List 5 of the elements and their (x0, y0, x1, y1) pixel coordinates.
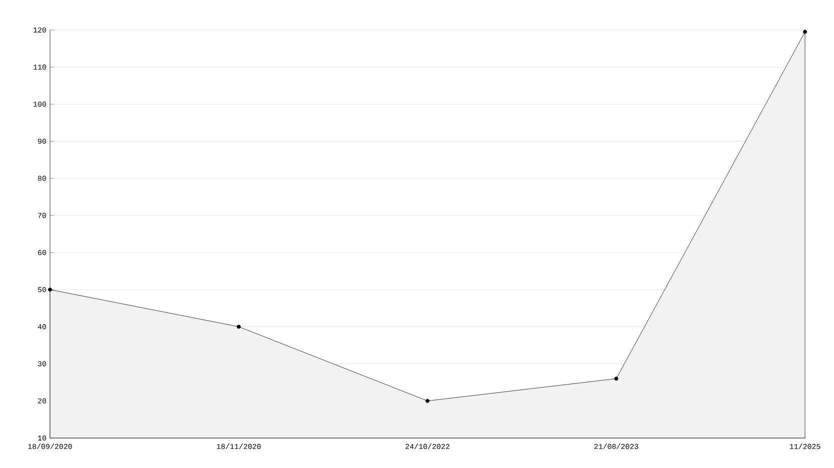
point (803, 30, 807, 34)
point (614, 376, 618, 381)
point (236, 324, 241, 329)
point (48, 288, 52, 292)
point (426, 398, 430, 403)
